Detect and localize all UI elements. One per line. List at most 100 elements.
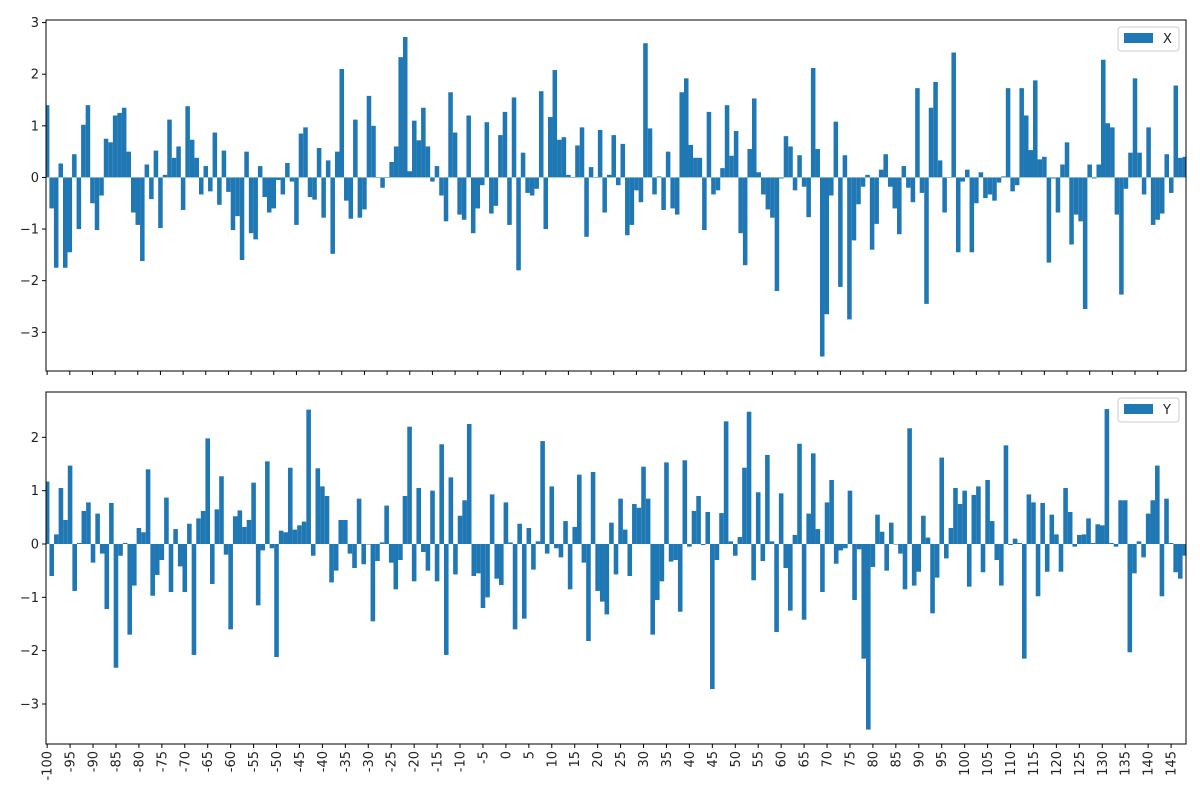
- top-bar: [942, 177, 947, 213]
- bottom-bar: [558, 544, 564, 558]
- bottom-x-tick-label: -45: [293, 751, 308, 772]
- bottom-bar: [944, 544, 949, 559]
- bottom-bar: [925, 537, 931, 544]
- bottom-bar: [824, 502, 830, 544]
- top-bar: [126, 151, 131, 178]
- bottom-bar: [783, 544, 789, 568]
- bottom-bar: [572, 526, 578, 544]
- bottom-bar: [586, 544, 591, 642]
- bottom-x-tick-label: -60: [224, 751, 239, 772]
- bottom-bar: [154, 544, 160, 575]
- bottom-x-tick-label: -100: [41, 751, 56, 781]
- top-bar: [928, 107, 934, 178]
- top-bar: [529, 177, 535, 196]
- top-bar: [729, 155, 734, 178]
- top-bar: [1173, 85, 1179, 178]
- bottom-bar: [46, 481, 50, 544]
- top-bar: [1019, 88, 1024, 178]
- bottom-bar: [687, 544, 692, 547]
- top-bar: [416, 140, 422, 178]
- bottom-bar: [425, 544, 431, 571]
- bottom-bar: [1177, 544, 1183, 579]
- bottom-x-tick-label: 50: [729, 751, 744, 768]
- bottom-bar: [696, 496, 701, 544]
- bottom-bar: [728, 541, 733, 544]
- bottom-x-tick-label: -10: [454, 751, 469, 772]
- bottom-bar: [283, 532, 288, 544]
- bottom-bar: [177, 544, 183, 567]
- bottom-y-axis: 2 1 0 −1 −2 −3: [20, 431, 46, 713]
- bottom-bar: [430, 490, 435, 544]
- bottom-bar: [1099, 525, 1105, 544]
- bottom-bar: [1040, 502, 1045, 544]
- bottom-bar: [356, 498, 362, 544]
- bottom-bar: [843, 544, 848, 549]
- top-bar: [765, 177, 771, 210]
- bottom-bar: [999, 544, 1004, 586]
- bottom-bar: [292, 529, 298, 544]
- top-bar: [103, 138, 109, 178]
- bottom-bar: [421, 544, 426, 552]
- top-bar: [543, 177, 549, 230]
- top-bar: [561, 137, 567, 178]
- top-bar: [833, 121, 839, 178]
- top-bar: [266, 177, 272, 213]
- top-bar: [819, 177, 825, 357]
- top-bar: [1073, 177, 1079, 215]
- top-bar: [661, 177, 666, 210]
- top-bar: [951, 52, 956, 178]
- bottom-bar: [604, 544, 610, 615]
- bottom-bar: [306, 409, 311, 544]
- top-bar: [443, 177, 449, 222]
- bottom-bar: [1155, 465, 1160, 544]
- bottom-bar: [898, 544, 903, 554]
- top-bar: [140, 177, 145, 262]
- top-bar: [1146, 127, 1151, 178]
- bottom-x-tick-label: -50: [270, 751, 285, 772]
- top-bar: [130, 177, 136, 213]
- bottom-bar: [829, 480, 834, 544]
- top-bar: [276, 177, 281, 181]
- top-bar: [153, 150, 159, 178]
- bottom-x-tick-label: 115: [1027, 751, 1042, 776]
- bottom-bar: [893, 544, 899, 545]
- bottom-bar: [760, 544, 766, 562]
- bottom-bar: [251, 482, 256, 544]
- bottom-bar: [723, 421, 729, 544]
- bottom-bar: [1058, 544, 1064, 572]
- top-bar: [969, 177, 975, 253]
- top-bar: [46, 105, 50, 178]
- bottom-x-tick-label: 35: [660, 751, 675, 768]
- bottom-bar: [948, 528, 954, 544]
- top-bar: [534, 177, 539, 189]
- bottom-bar: [393, 544, 399, 590]
- bottom-bar: [168, 544, 174, 592]
- bottom-x-tick-label: 0: [499, 751, 514, 759]
- top-bar: [226, 177, 231, 192]
- bottom-bar: [861, 544, 867, 659]
- bottom-bar: [365, 544, 371, 545]
- top-bar: [747, 149, 752, 178]
- bottom-bar: [274, 544, 279, 658]
- top-bar: [751, 98, 757, 178]
- top-bar: [480, 177, 485, 186]
- bottom-x-tick-label: 125: [1073, 751, 1088, 776]
- top-bar: [63, 177, 68, 268]
- top-bar: [53, 177, 59, 268]
- bottom-bar: [1104, 409, 1110, 544]
- bottom-bar: [485, 544, 490, 598]
- bottom-bar: [72, 544, 77, 591]
- top-bar: [688, 144, 694, 178]
- top-bar: [1114, 177, 1120, 215]
- bottom-bar: [338, 520, 344, 544]
- top-y-tick-label: −1: [20, 223, 39, 238]
- top-bar: [362, 177, 367, 210]
- top-bar: [108, 142, 113, 178]
- top-bar: [761, 177, 766, 195]
- bottom-bar: [544, 544, 550, 554]
- top-bar: [1023, 115, 1029, 178]
- bottom-bar: [994, 544, 1000, 560]
- bottom-x-tick-label: 105: [981, 751, 996, 776]
- bottom-bar: [99, 544, 105, 554]
- top-bar: [58, 163, 63, 178]
